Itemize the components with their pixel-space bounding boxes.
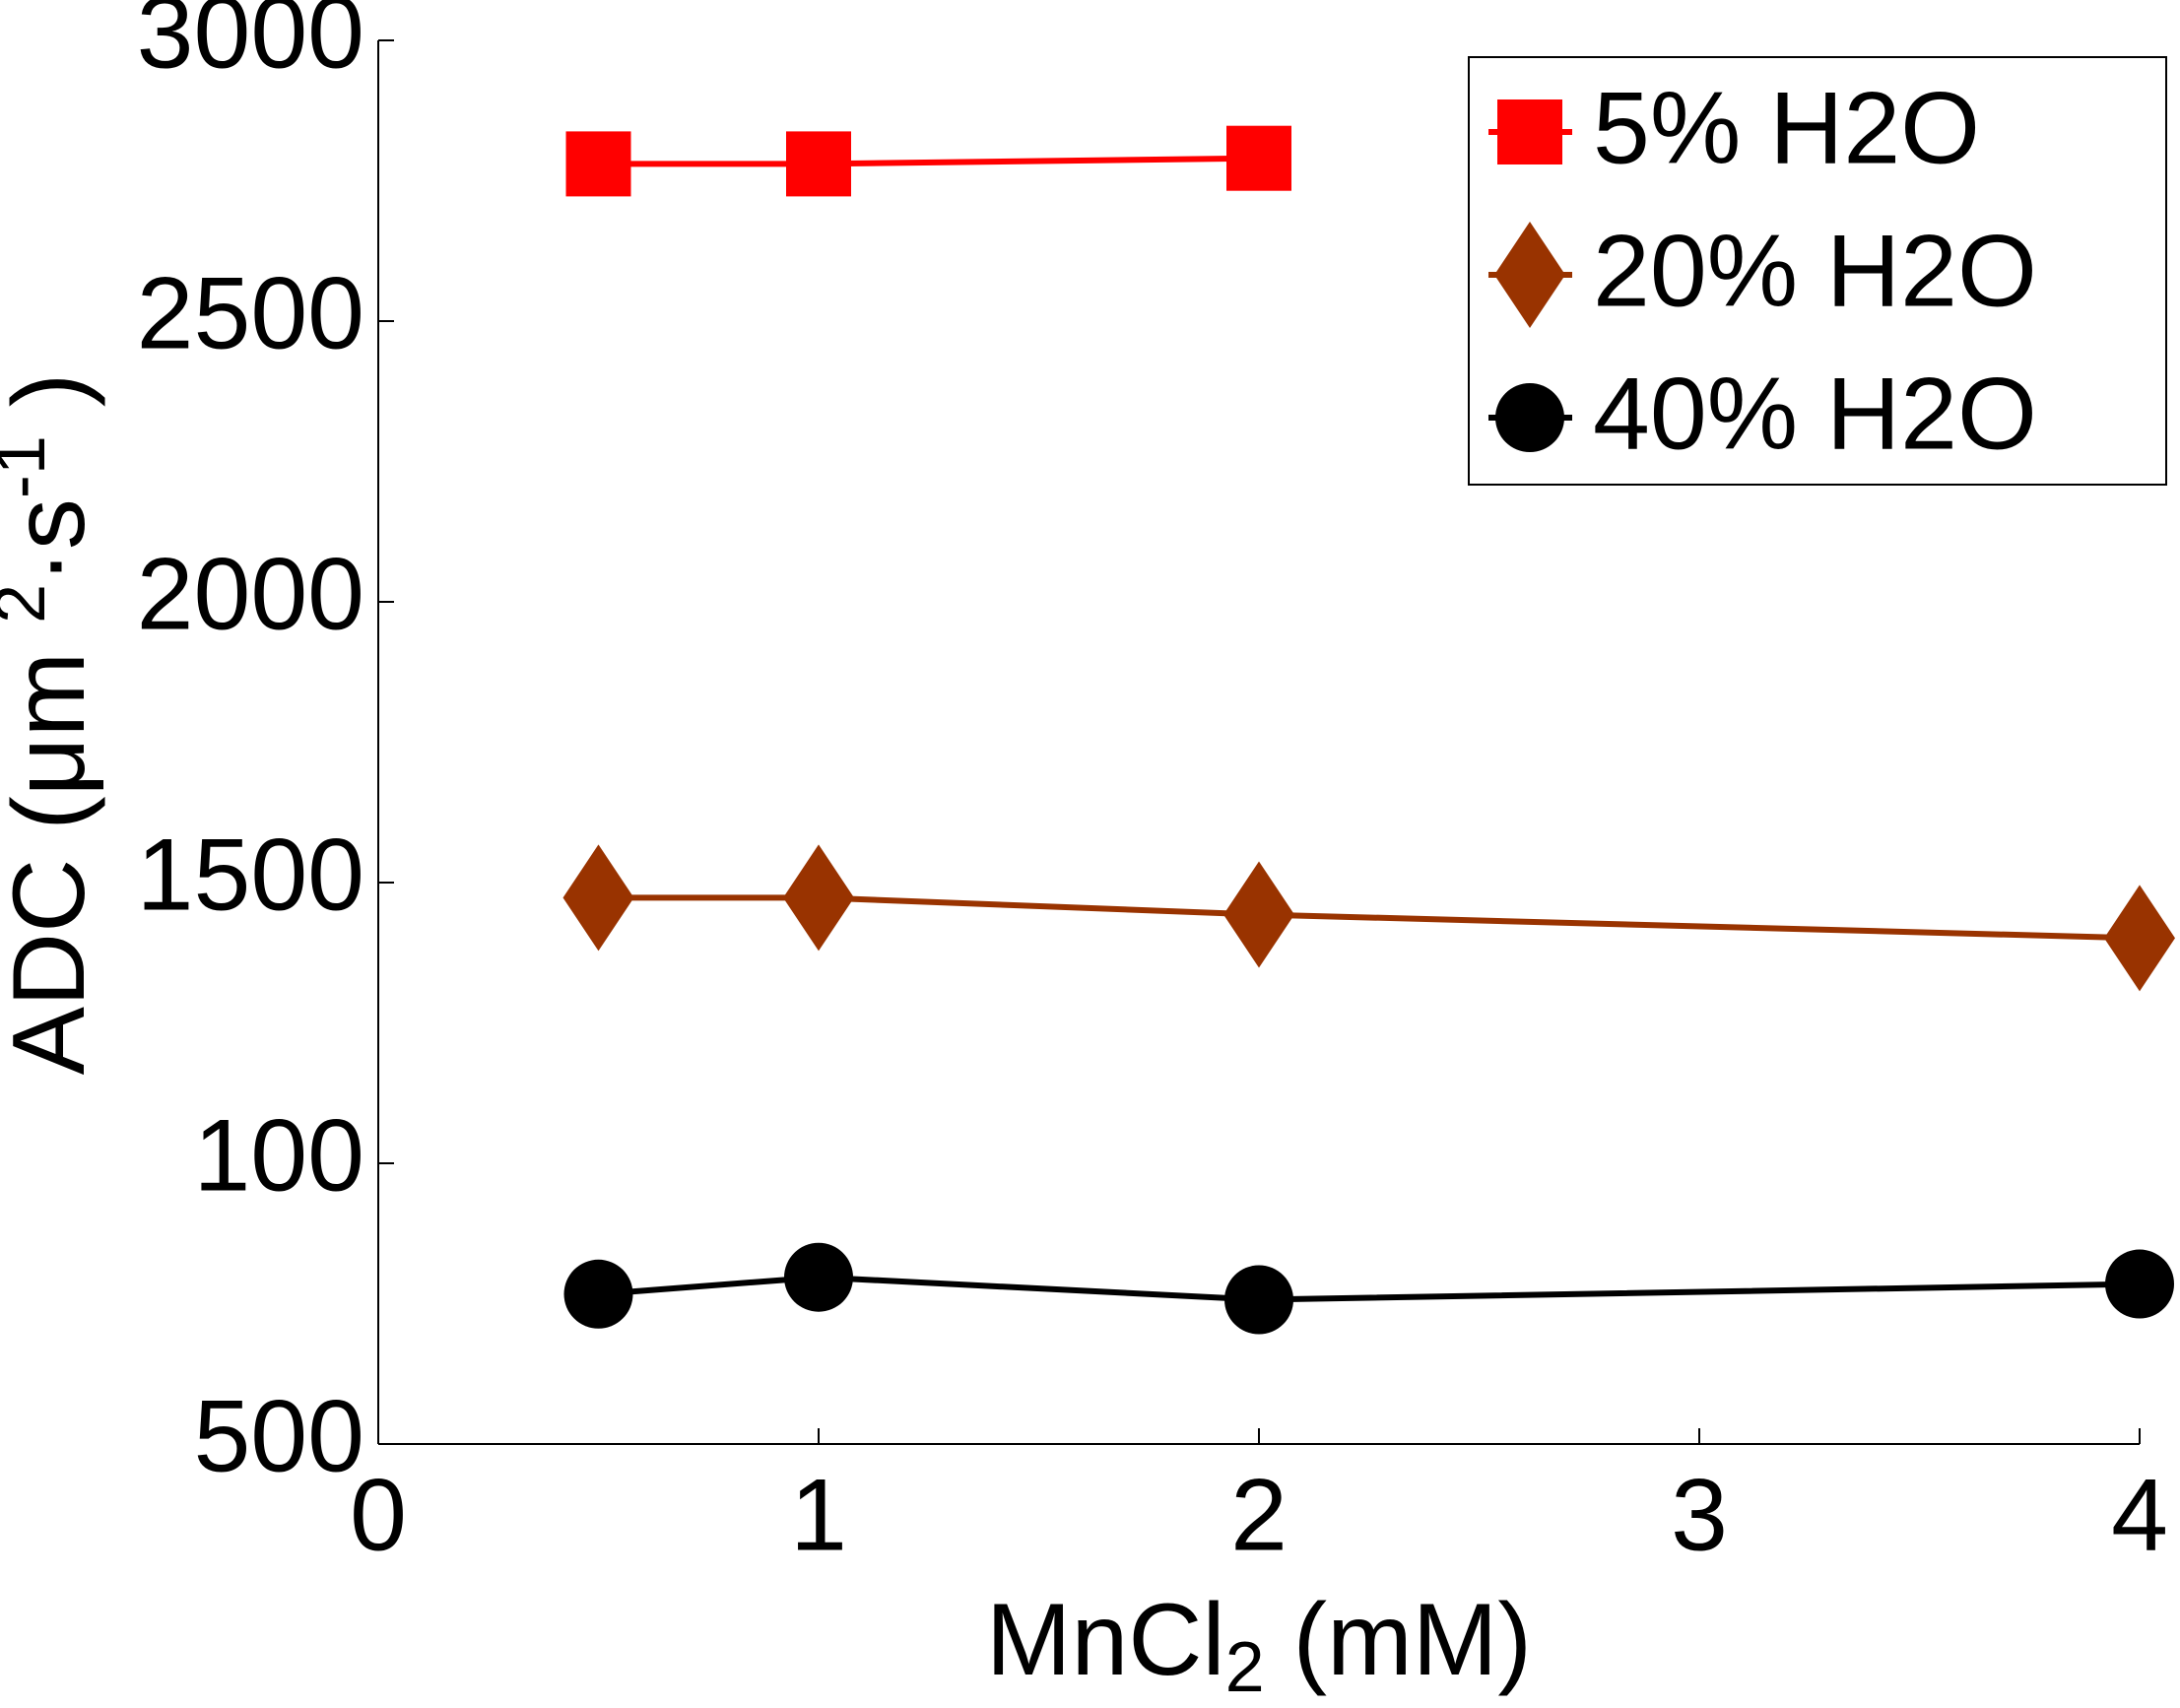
y-label-part: -1 (0, 435, 60, 498)
y-tick-label: 500 (193, 1379, 364, 1493)
y-label-part: ) (0, 373, 106, 436)
y-label-part: ADC (μm (0, 624, 106, 1076)
marker (1223, 861, 1294, 968)
y-tick-label: 100 (193, 1098, 364, 1213)
x-tick-label: 2 (1230, 1458, 1288, 1572)
y-tick-label: 2000 (137, 537, 364, 651)
marker (1224, 1265, 1293, 1335)
y-axis-label: ADC (μm 2·s-1 ) (0, 373, 106, 1076)
legend-marker (1495, 383, 1564, 452)
legend-label: 20% H2O (1593, 214, 2037, 328)
marker (2104, 885, 2175, 992)
legend-box (1468, 56, 2167, 486)
x-tick-label: 3 (1671, 1458, 1728, 1572)
marker (786, 131, 851, 197)
x-axis-label: MnCl2 (mM) (986, 1583, 1532, 1707)
x-label-part: (mM) (1265, 1583, 1532, 1697)
legend-label: 40% H2O (1593, 357, 2037, 471)
marker (565, 131, 631, 197)
series-line (598, 894, 2141, 942)
y-tick-label: 2500 (137, 256, 364, 370)
legend-marker (1497, 99, 1562, 164)
y-tick-label: 3000 (137, 0, 364, 90)
x-tick-label: 4 (2111, 1458, 2168, 1572)
legend: 5% H2O 20% H2O 40% H2O (1468, 56, 2167, 486)
marker (1226, 125, 1291, 191)
x-tick-label: 1 (790, 1458, 847, 1572)
y-label-part: 2 (0, 584, 60, 624)
legend-label: 5% H2O (1593, 71, 1980, 185)
marker (2105, 1249, 2174, 1319)
series-line (598, 1274, 2141, 1303)
x-label-part: 2 (1225, 1628, 1265, 1707)
y-label-part: ·s (0, 498, 106, 584)
marker (562, 844, 634, 952)
x-tick-label: 0 (350, 1458, 407, 1572)
y-tick-label: 1500 (137, 818, 364, 932)
x-label-part: MnCl (986, 1583, 1225, 1697)
series-line (598, 155, 1260, 167)
legend-marker (1494, 222, 1565, 328)
marker (563, 1259, 633, 1329)
marker (784, 1242, 853, 1312)
marker (783, 844, 854, 952)
